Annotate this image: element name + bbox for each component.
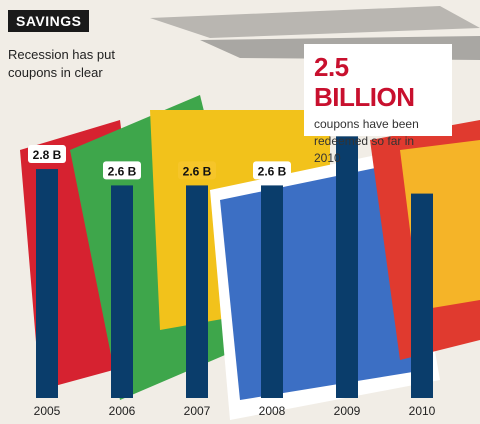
tick-label-2010: 2010	[409, 404, 436, 418]
callout-text: coupons have been redeemed so far in 201…	[314, 117, 419, 165]
bar-2010	[411, 193, 433, 398]
section-tag: SAVINGS	[8, 10, 90, 32]
scissor-blade-upper	[150, 6, 480, 38]
value-label-bg-2008	[253, 161, 291, 180]
bar-2008	[261, 185, 283, 398]
bar-2006	[111, 185, 133, 398]
bar-2009	[336, 136, 358, 398]
tick-label-2005: 2005	[34, 404, 61, 418]
value-label-2008: 2.6 B	[258, 164, 287, 178]
bar-2007	[186, 185, 208, 398]
bar-2005	[36, 169, 58, 398]
value-label-bg-2006	[103, 161, 141, 180]
value-label-2006: 2.6 B	[108, 164, 137, 178]
value-label-bg-2007	[178, 161, 216, 180]
value-label-bg-2005	[28, 145, 66, 164]
chart-subtitle: Recession has put coupons in clear	[8, 47, 115, 80]
value-label-2005: 2.8 B	[33, 148, 62, 162]
value-label-2007: 2.6 B	[183, 164, 212, 178]
tick-label-2006: 2006	[109, 404, 136, 418]
tick-label-2007: 2007	[184, 404, 211, 418]
tick-label-2009: 2009	[334, 404, 361, 418]
tick-label-2008: 2008	[259, 404, 286, 418]
callout-headline: 2.5 BILLION	[314, 52, 415, 112]
callout-box: 2.5 BILLION coupons have been redeemed s…	[304, 44, 452, 165]
